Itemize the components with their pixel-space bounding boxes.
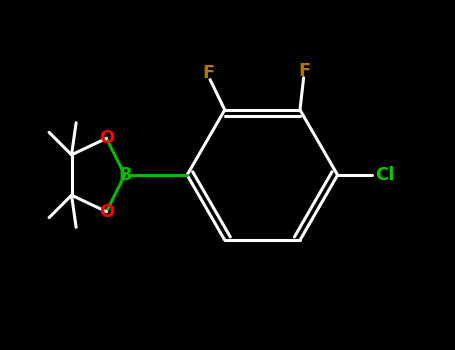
Text: B: B bbox=[118, 166, 131, 184]
Text: O: O bbox=[99, 203, 114, 221]
Text: Cl: Cl bbox=[376, 166, 395, 184]
Text: O: O bbox=[99, 129, 114, 147]
Text: F: F bbox=[202, 64, 214, 82]
Text: F: F bbox=[298, 62, 311, 80]
